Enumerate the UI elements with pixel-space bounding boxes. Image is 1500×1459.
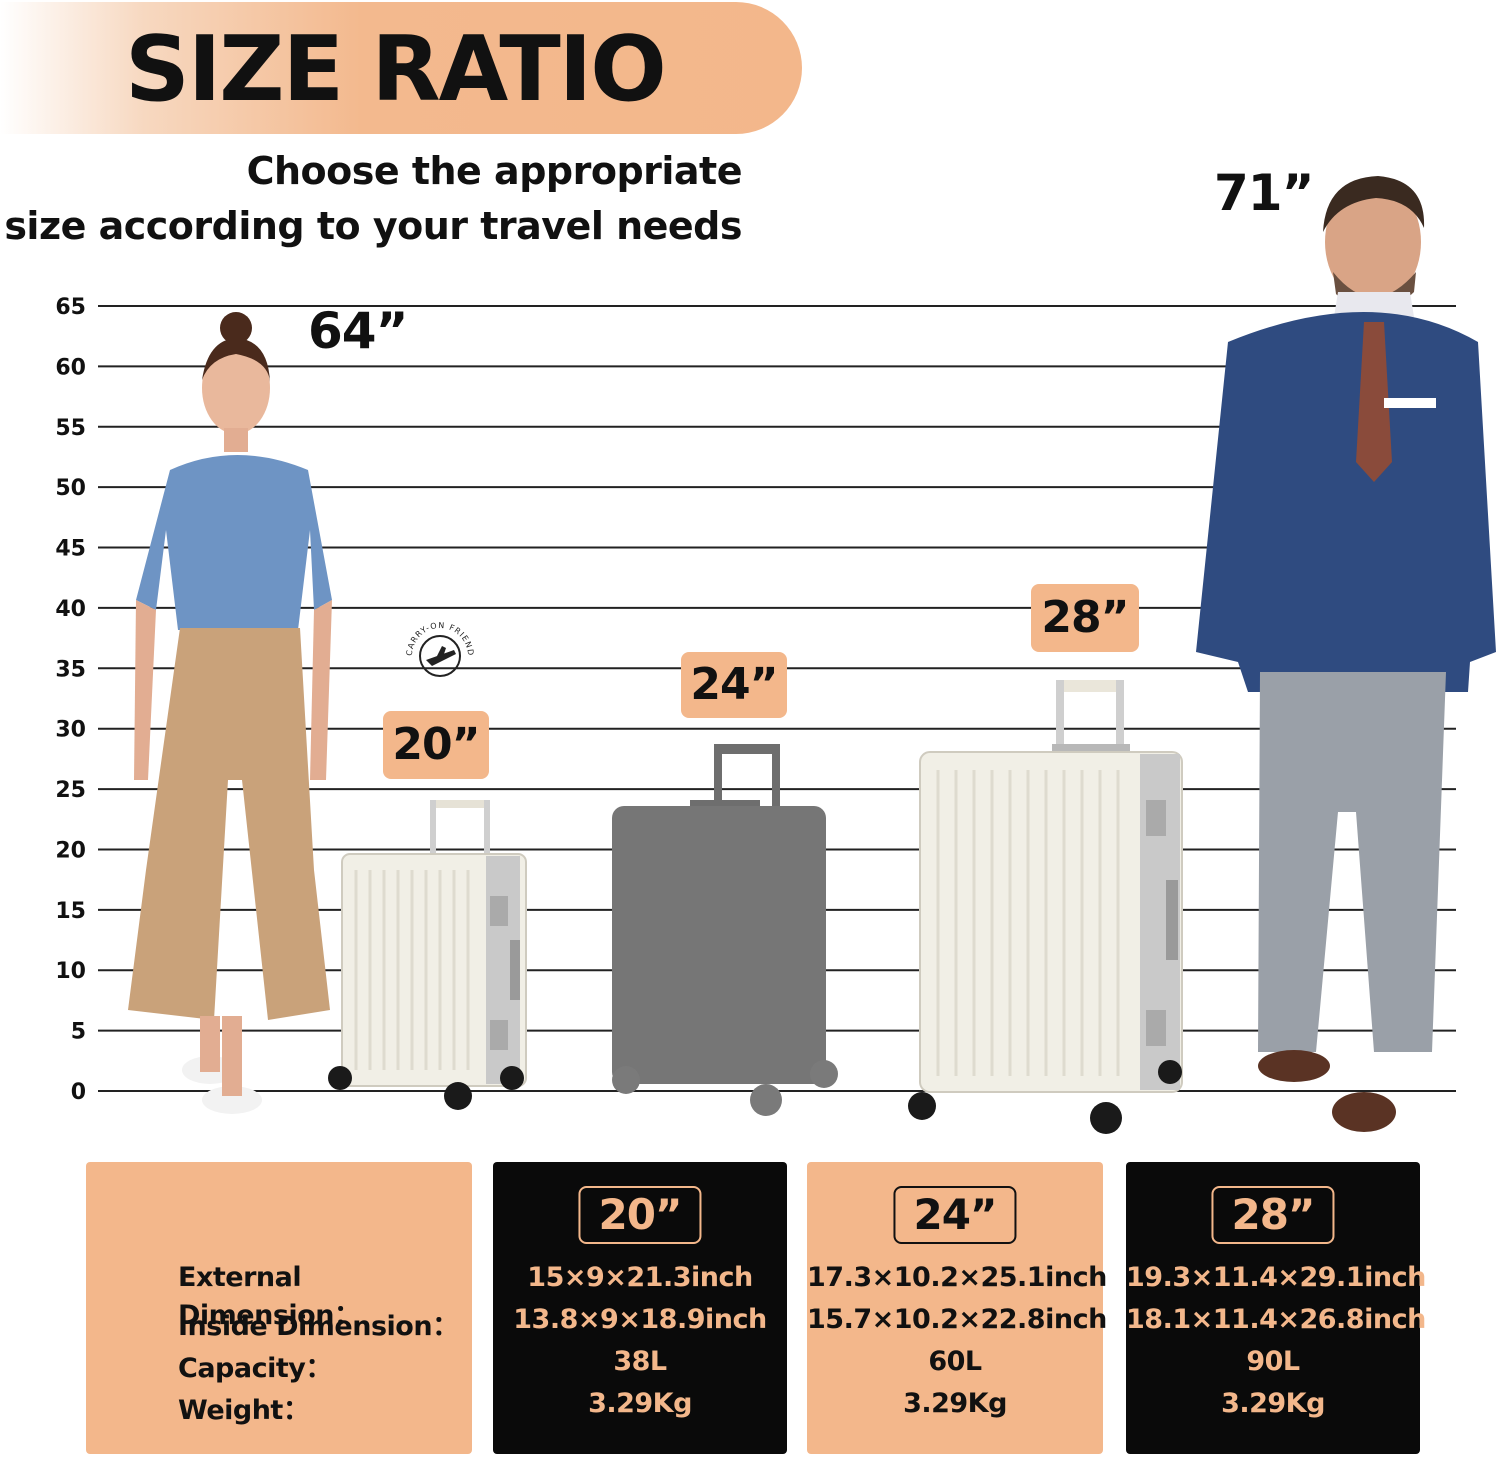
spec-card-24-badge: 24” [893,1186,1017,1244]
subtitle-line-2: size according to your travel needs [4,204,742,248]
subtitle-line-1: Choose the appropriate [246,149,743,193]
spec-card-28-badge: 28” [1211,1186,1335,1244]
label-inside-dimension: Inside Dimension： [178,1311,459,1342]
label-external-dimension: External Dimension： [178,1262,361,1331]
spec-28-capacity: 90L [1246,1346,1300,1377]
tick-label-65: 65 [55,295,86,320]
luggage-28-image [908,680,1183,1134]
luggage-24-tag: 24” [681,652,787,718]
spec-24-capacity: 60L [928,1346,982,1377]
spec-card-28: 28” 19.3×11.4×29.1inch 18.1×11.4×26.8inc… [1126,1162,1426,1454]
tick-label-35: 35 [55,657,86,682]
spec-24-weight: 3.29Kg [903,1388,1007,1419]
luggage-20-image [328,800,527,1110]
spec-20-external: 15×9×21.3inch [527,1262,753,1293]
label-capacity: Capacity： [178,1353,332,1384]
spec-28-inside: 18.1×11.4×26.8inch [1126,1304,1426,1335]
spec-20-inside: 13.8×9×18.9inch [513,1304,767,1335]
man-height-label: 71” [1214,164,1314,222]
man-figure [1196,176,1496,1132]
woman-figure [128,312,332,1114]
spec-20-weight: 3.29Kg [588,1388,692,1419]
tick-label-55: 55 [55,416,86,441]
tick-label-25: 25 [55,778,86,803]
tick-label-45: 45 [55,537,86,562]
tick-label-30: 30 [55,718,86,743]
spec-28-weight: 3.29Kg [1221,1388,1325,1419]
carry-on-friendly-stamp: CARRY-ON FRIENDLY [402,616,474,677]
tick-label-40: 40 [55,597,86,622]
spec-card-20-badge: 20” [578,1186,702,1244]
tick-label-5: 5 [71,1020,86,1045]
label-weight: Weight： [178,1395,310,1426]
spec-card-20: 20” 15×9×21.3inch 13.8×9×18.9inch 38L 3.… [493,1162,787,1454]
page-title: SIZE RATIO [125,17,667,122]
luggage-28-tag: 28” [1031,584,1139,652]
woman-height-label: 64” [308,302,408,360]
spec-24-inside: 15.7×10.2×22.8inch [807,1304,1107,1335]
spec-20-capacity: 38L [613,1346,667,1377]
title-banner: SIZE RATIO [0,2,802,134]
spec-card-24: 24” 17.3×10.2×25.1inch 15.7×10.2×22.8inc… [807,1162,1107,1454]
tick-label-60: 60 [55,355,86,380]
tick-label-50: 50 [55,476,86,501]
tick-label-0: 0 [71,1080,86,1105]
tick-label-15: 15 [55,899,86,924]
spec-labels-card: External Dimension： Inside Dimension： Ca… [86,1162,472,1454]
tick-label-20: 20 [55,838,86,863]
luggage-24-image [612,744,838,1116]
subtitle: Choose the appropriate size according to… [4,144,742,254]
luggage-20-tag: 20” [383,711,489,779]
tick-label-10: 10 [55,959,86,984]
spec-24-external: 17.3×10.2×25.1inch [807,1262,1107,1293]
spec-28-external: 19.3×11.4×29.1inch [1126,1262,1426,1293]
